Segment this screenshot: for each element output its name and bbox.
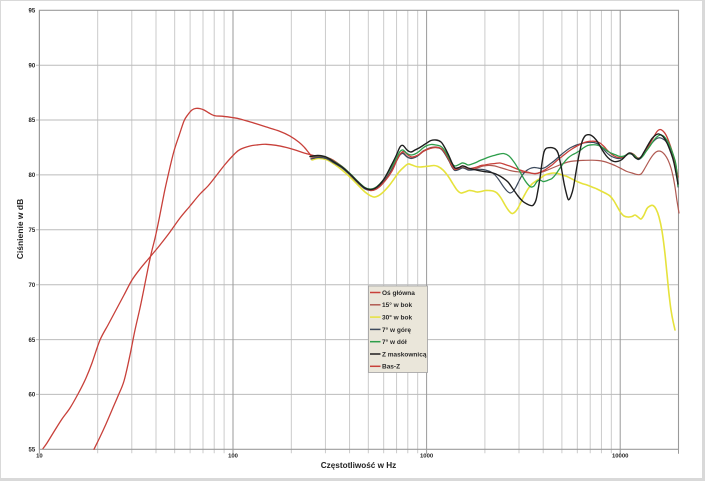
- svg-text:15° w bok: 15° w bok: [382, 301, 412, 309]
- svg-text:30° w bok: 30° w bok: [382, 314, 412, 322]
- svg-text:90: 90: [29, 63, 36, 69]
- svg-text:55: 55: [29, 448, 36, 454]
- svg-text:85: 85: [29, 118, 36, 124]
- svg-text:7° w dół: 7° w dół: [382, 338, 407, 346]
- svg-text:Z maskownicą: Z maskownicą: [382, 351, 427, 358]
- svg-text:80: 80: [29, 173, 36, 179]
- svg-text:95: 95: [29, 9, 36, 15]
- svg-text:65: 65: [29, 338, 36, 344]
- svg-text:10000: 10000: [612, 454, 629, 460]
- svg-text:60: 60: [29, 393, 36, 399]
- svg-text:7° w górę: 7° w górę: [382, 326, 411, 334]
- svg-text:Ciśnienie w dB: Ciśnienie w dB: [15, 199, 25, 259]
- svg-text:1000: 1000: [420, 454, 434, 460]
- svg-text:Bas-Z: Bas-Z: [382, 364, 400, 371]
- svg-text:Oś główna: Oś główna: [382, 290, 415, 297]
- svg-text:10: 10: [36, 454, 43, 460]
- svg-text:75: 75: [29, 228, 36, 234]
- svg-text:70: 70: [29, 283, 36, 289]
- svg-text:100: 100: [228, 454, 239, 460]
- svg-text:Częstotliwość w Hz: Częstotliwość w Hz: [321, 461, 397, 470]
